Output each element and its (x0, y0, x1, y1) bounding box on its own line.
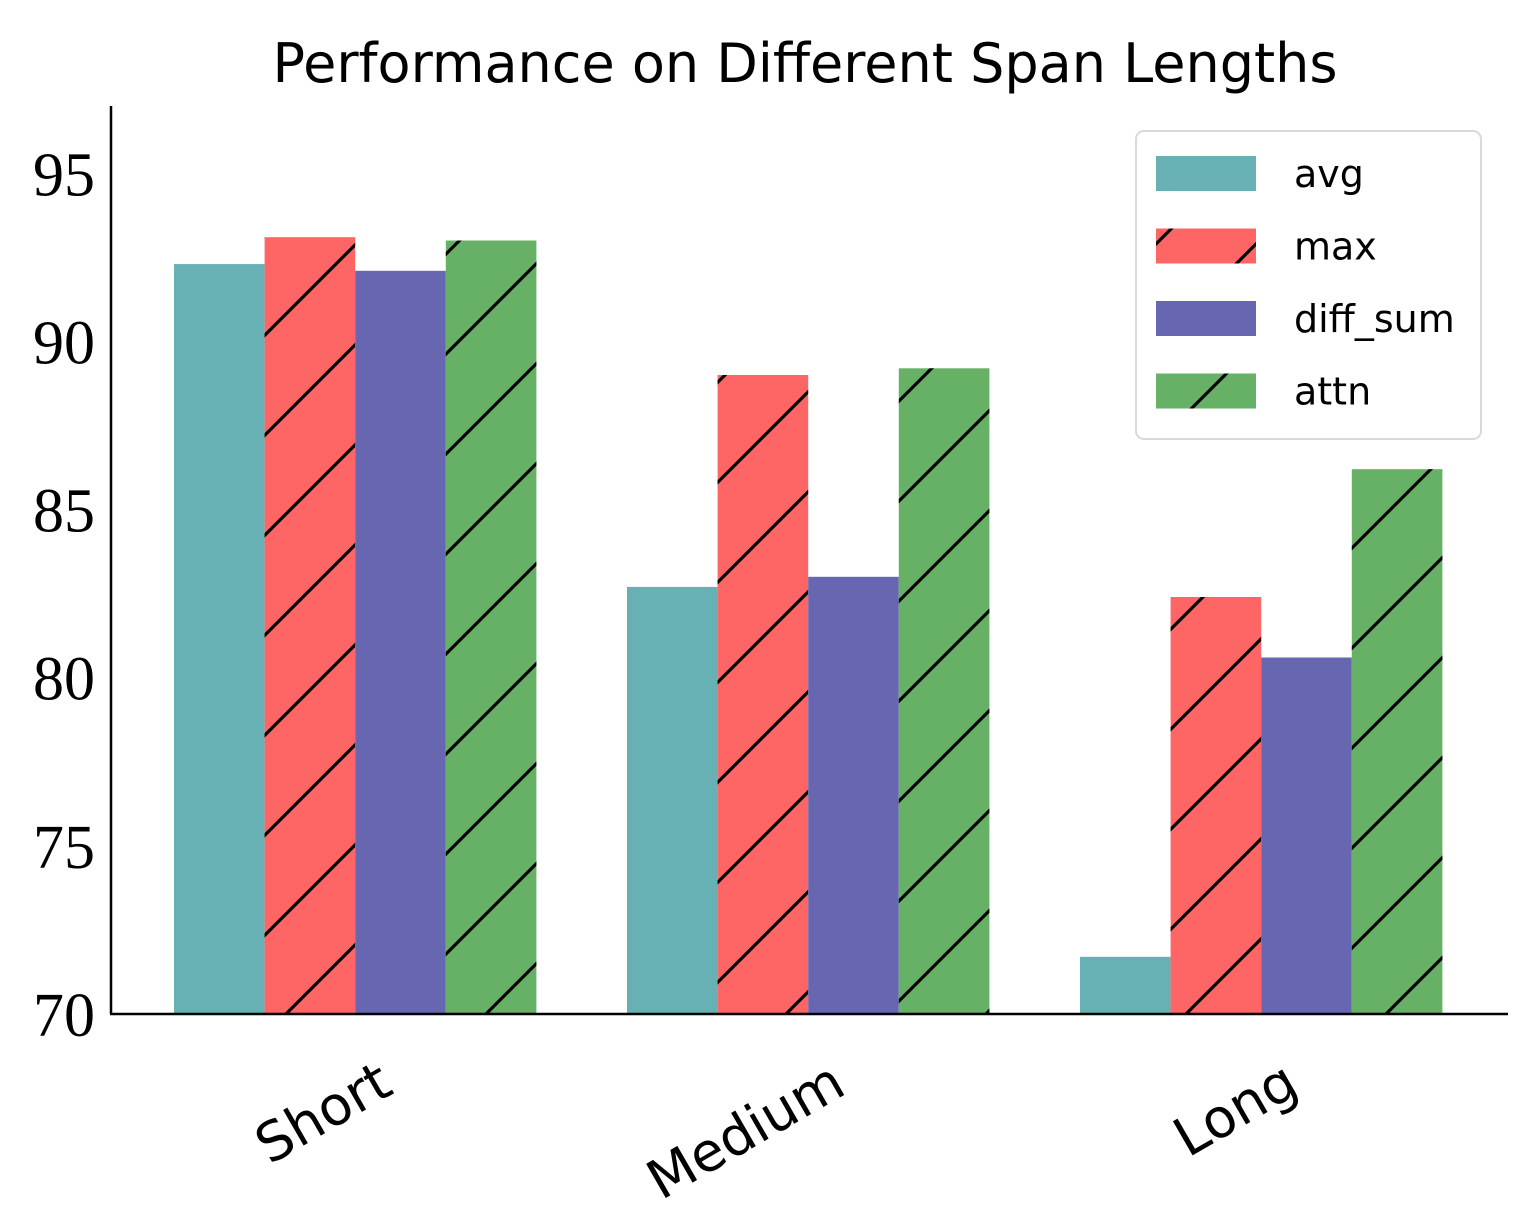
legend-label-max: max (1294, 225, 1377, 269)
bar-hatch-attn-long (1351, 469, 1443, 1014)
bar-hatch-max-short (264, 237, 356, 1014)
bar-diff-sum-medium (808, 576, 899, 1014)
bar-avg-short (174, 264, 265, 1015)
bar-hatch-max-long (1170, 597, 1262, 1014)
legend-swatch-avg (1156, 156, 1256, 191)
y-tick-label: 95 (33, 141, 95, 209)
legend-label-attn: attn (1294, 370, 1371, 414)
x-tick-label-short: Short (245, 1049, 402, 1176)
bar-hatch-attn-short (445, 240, 537, 1014)
y-tick-label: 85 (33, 478, 95, 546)
y-tick-label: 80 (33, 646, 95, 714)
axes (109, 106, 1508, 1016)
legend-label-diff-sum: diff_sum (1294, 297, 1455, 341)
legend-label-avg: avg (1294, 152, 1364, 196)
legend-swatch-hatch-attn (1156, 373, 1256, 409)
bars (174, 237, 1443, 1015)
legend-frame (1135, 130, 1482, 440)
x-tick-label-medium: Medium (636, 1049, 854, 1212)
y-tick-label: 70 (33, 982, 95, 1050)
bar-diff-sum-long (1261, 657, 1352, 1014)
bar-diff-sum-short (355, 270, 446, 1014)
legend-swatch-diff-sum (1156, 301, 1256, 336)
y-tick-labels: 70 75 80 85 90 95 (33, 141, 95, 1050)
bar-avg-long (1080, 956, 1171, 1014)
y-tick-label: 75 (33, 814, 95, 882)
y-tick-label: 90 (33, 309, 95, 377)
bar-hatch-attn-medium (898, 368, 990, 1014)
legend-swatch-hatch-max (1156, 228, 1256, 264)
chart-title: Performance on Different Span Lengths (272, 32, 1337, 95)
x-tick-labels: Short Medium Long (245, 1049, 1308, 1212)
x-tick-label-long: Long (1163, 1049, 1308, 1169)
bar-hatch-max-medium (717, 375, 809, 1014)
bar-avg-medium (627, 586, 718, 1014)
